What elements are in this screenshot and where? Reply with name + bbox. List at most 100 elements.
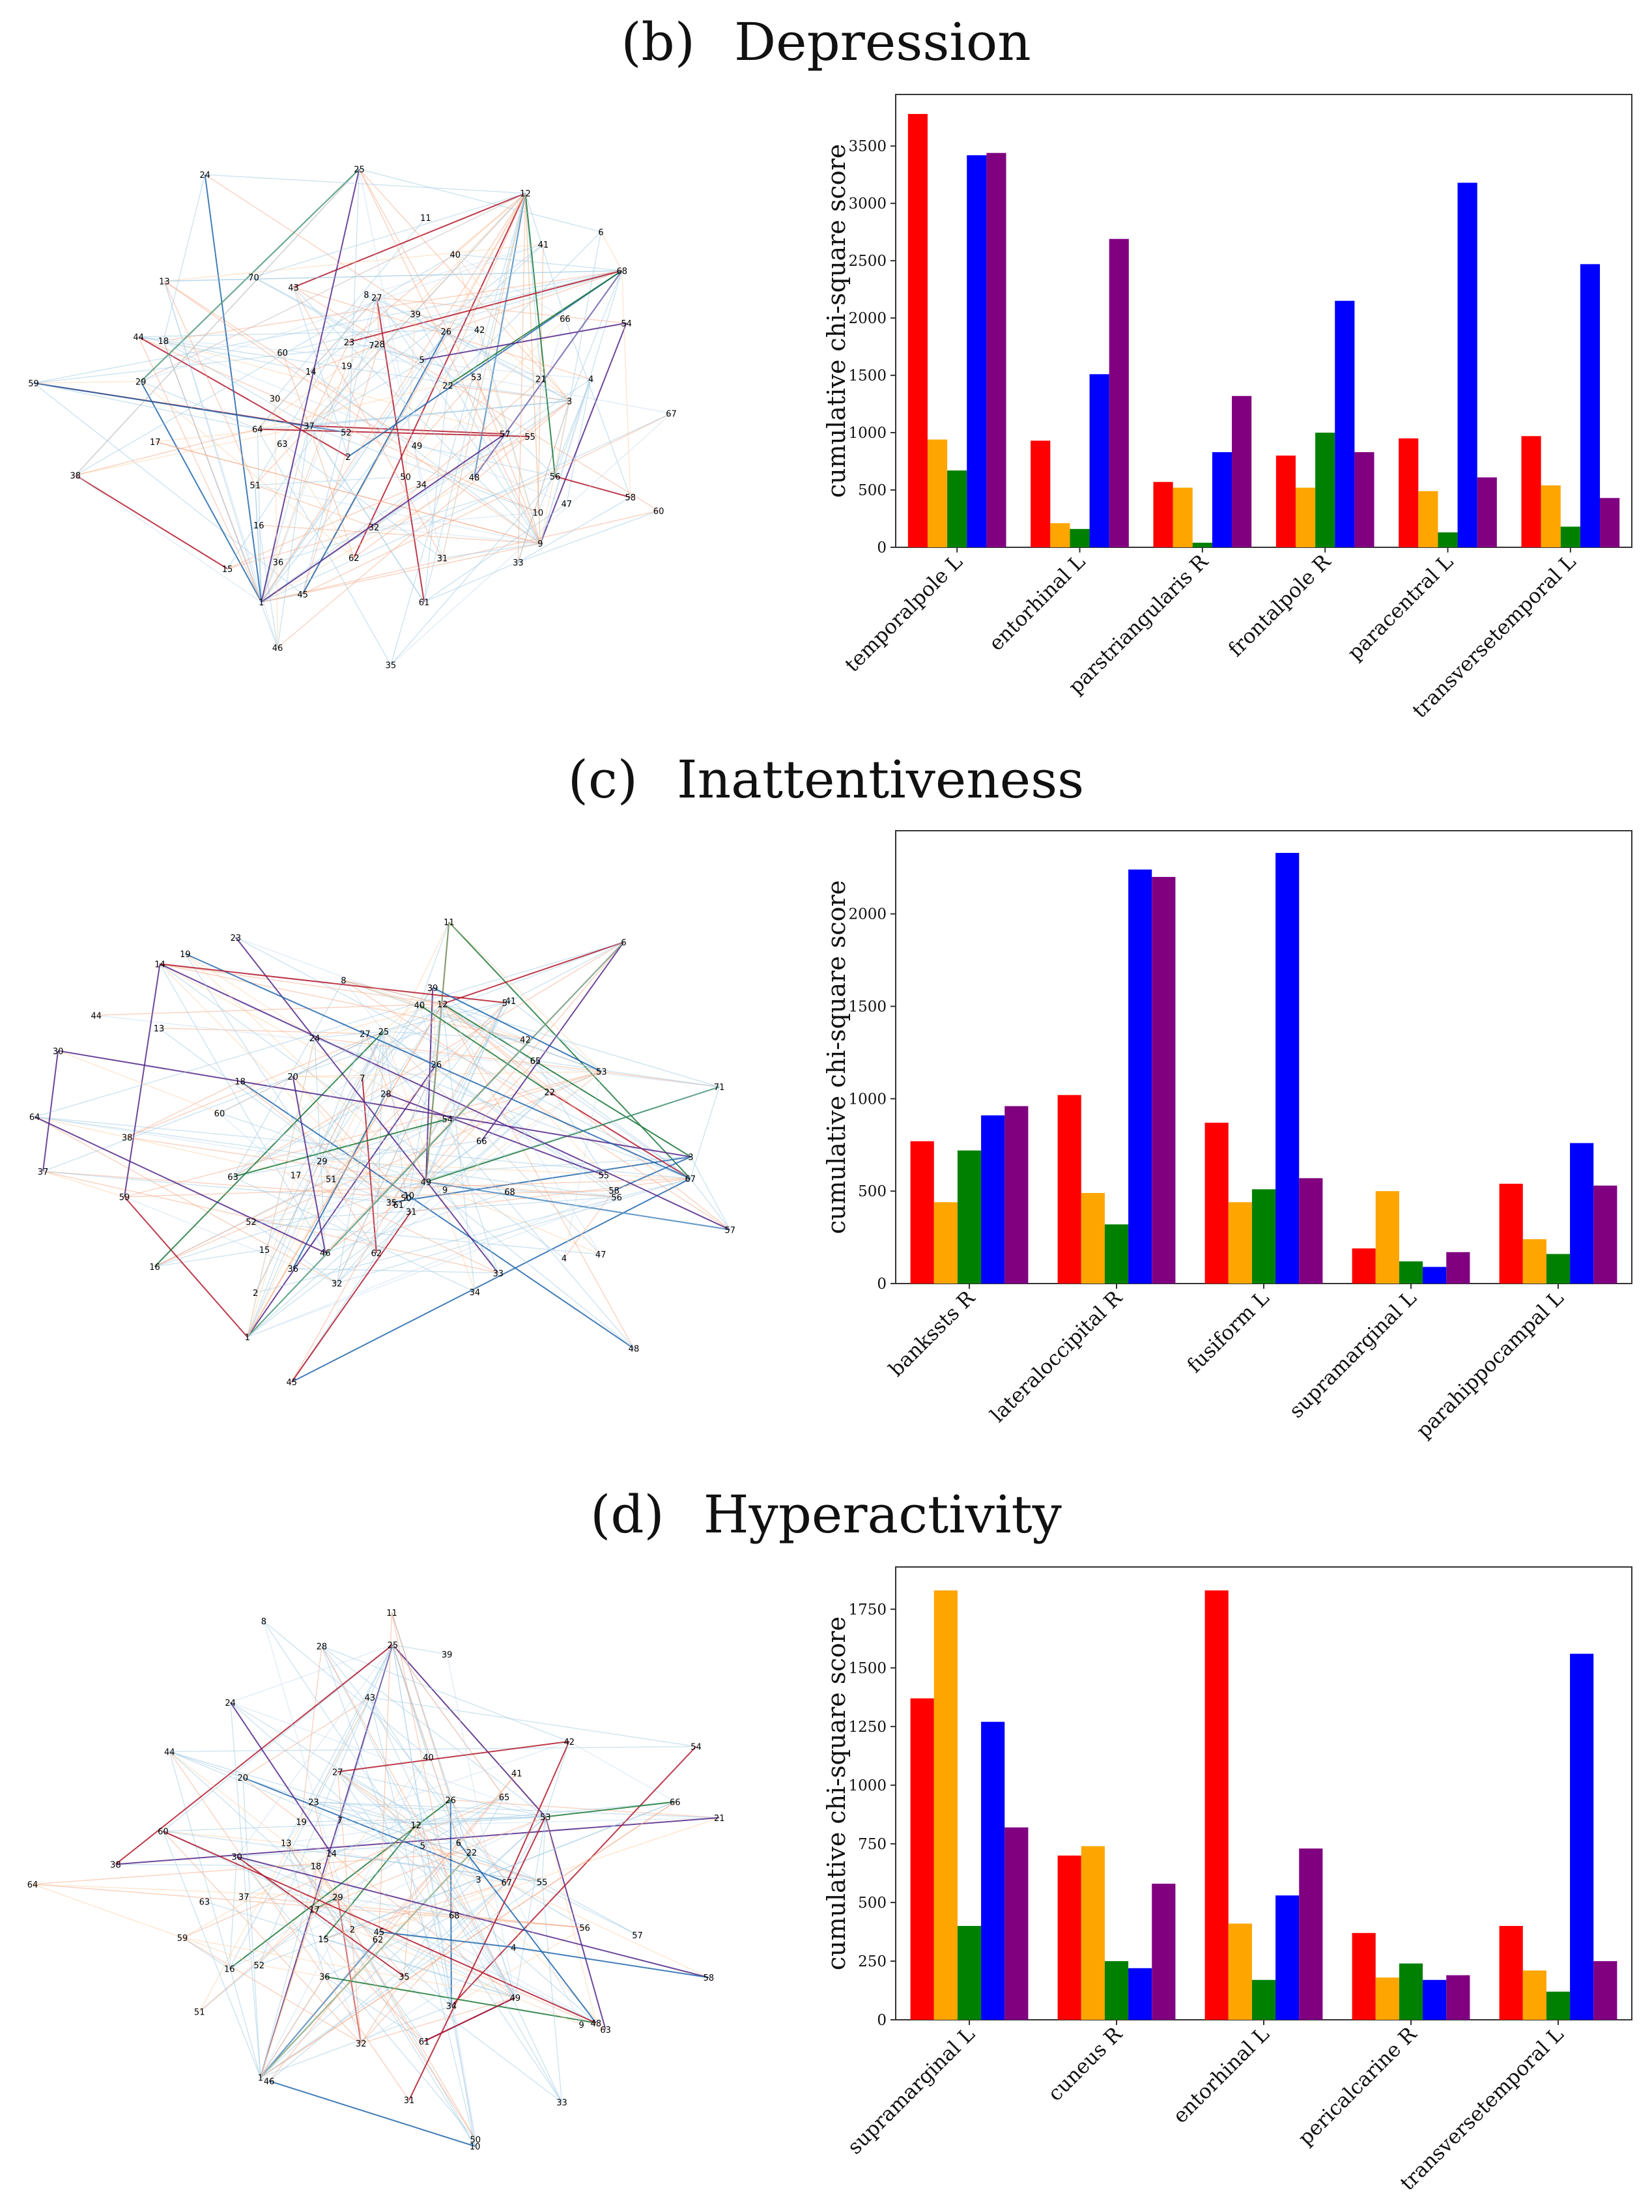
edge bbox=[425, 1002, 506, 1183]
node-label: 16 bbox=[149, 1263, 160, 1272]
edge bbox=[376, 297, 570, 401]
edge bbox=[199, 1697, 371, 2012]
node-label: 2 bbox=[350, 1925, 355, 1935]
edge bbox=[321, 1646, 452, 2006]
node-label: 14 bbox=[154, 960, 165, 970]
edge bbox=[160, 963, 731, 1231]
y-tick-label: 500 bbox=[858, 482, 887, 499]
edge bbox=[474, 270, 623, 478]
bar bbox=[1546, 1254, 1571, 1284]
edge bbox=[260, 1852, 472, 2078]
edge bbox=[386, 1093, 605, 1176]
node-label: 48 bbox=[629, 1345, 640, 1355]
edge bbox=[392, 1645, 459, 1843]
node-label: 44 bbox=[133, 333, 144, 343]
edge bbox=[240, 1080, 634, 1349]
edge bbox=[260, 1882, 543, 2078]
bar bbox=[1352, 1932, 1376, 2020]
edge bbox=[281, 443, 354, 558]
edge bbox=[352, 1929, 516, 1998]
node-label: 6 bbox=[621, 938, 626, 948]
edge bbox=[154, 1071, 602, 1267]
edge bbox=[448, 921, 602, 1072]
bar bbox=[1004, 1827, 1029, 2020]
bar bbox=[1593, 1185, 1617, 1284]
edge bbox=[690, 1156, 731, 1230]
edge bbox=[310, 341, 350, 372]
node-label: 65 bbox=[499, 1793, 510, 1803]
bar bbox=[967, 155, 987, 547]
edge bbox=[358, 169, 570, 401]
panel-title: (b) Depression bbox=[0, 12, 1652, 72]
edge bbox=[154, 1249, 265, 1267]
bar bbox=[1232, 395, 1252, 547]
edge bbox=[308, 425, 425, 603]
edge bbox=[391, 1181, 427, 1203]
edge bbox=[292, 1076, 326, 1253]
edge bbox=[545, 1741, 570, 1817]
edge bbox=[247, 1198, 406, 1338]
node-label: 11 bbox=[386, 1609, 397, 1618]
edge bbox=[155, 441, 541, 544]
edge bbox=[42, 1050, 59, 1171]
edge bbox=[408, 1817, 547, 2101]
edge bbox=[235, 937, 420, 1006]
edge bbox=[515, 1817, 546, 1998]
edge bbox=[378, 1931, 514, 1948]
bar bbox=[927, 439, 948, 547]
edge bbox=[96, 1014, 720, 1087]
edge bbox=[259, 524, 541, 544]
node-label: 60 bbox=[277, 349, 288, 358]
node-label: 44 bbox=[91, 1011, 102, 1021]
edge bbox=[160, 963, 526, 1041]
x-tick-label: parahippocampal L bbox=[1412, 1286, 1568, 1443]
node-label: 39 bbox=[410, 310, 421, 320]
edge bbox=[257, 428, 530, 437]
edge bbox=[358, 169, 422, 485]
edge bbox=[229, 1697, 371, 1970]
node-label: 47 bbox=[562, 500, 573, 510]
edge bbox=[378, 1882, 507, 1932]
bar bbox=[1057, 1095, 1081, 1284]
bar bbox=[1335, 300, 1355, 547]
bar bbox=[1109, 238, 1129, 547]
edge bbox=[425, 1181, 634, 1349]
node-label: 1 bbox=[259, 598, 264, 608]
bar bbox=[1593, 1961, 1617, 2020]
node-label: 4 bbox=[588, 375, 593, 385]
node-label: 55 bbox=[524, 433, 535, 442]
edge bbox=[423, 385, 449, 603]
node-label: 16 bbox=[253, 521, 264, 531]
edge bbox=[138, 336, 570, 402]
edge bbox=[444, 1189, 499, 1274]
edge bbox=[373, 526, 541, 544]
node-label: 24 bbox=[199, 171, 210, 180]
edge bbox=[416, 1816, 546, 1826]
node-label: 67 bbox=[666, 410, 677, 420]
node-label: 40 bbox=[414, 1001, 425, 1011]
edge bbox=[321, 1646, 417, 1826]
edge bbox=[369, 1697, 476, 2147]
edge bbox=[261, 329, 480, 603]
edge bbox=[313, 1801, 546, 1818]
node-label: 4 bbox=[511, 1944, 516, 1953]
edge bbox=[75, 428, 258, 476]
node-label: 38 bbox=[70, 471, 81, 481]
node-label: 19 bbox=[296, 1818, 307, 1828]
edge bbox=[138, 336, 591, 380]
node-label: 28 bbox=[380, 1090, 392, 1100]
edge bbox=[301, 1816, 546, 1822]
edge bbox=[292, 1093, 387, 1269]
panel-hyperactivity: (d) Hyperactivity 25 11 39 40 12 26 5 41 42 6 65 53 5… bbox=[0, 1472, 1652, 2212]
edge bbox=[230, 1702, 546, 1818]
node-label: 24 bbox=[225, 1699, 236, 1708]
node-label: 35 bbox=[386, 1198, 397, 1208]
edge bbox=[453, 1914, 516, 1998]
x-tick-label: parstriangularis R bbox=[1064, 549, 1213, 698]
x-tick-label: supramarginal L bbox=[843, 2022, 980, 2159]
node-label: 33 bbox=[493, 1269, 504, 1279]
bar bbox=[1600, 498, 1620, 547]
node-label: 36 bbox=[319, 1973, 330, 1983]
edge bbox=[163, 1831, 516, 1998]
node-label: 51 bbox=[249, 481, 261, 491]
